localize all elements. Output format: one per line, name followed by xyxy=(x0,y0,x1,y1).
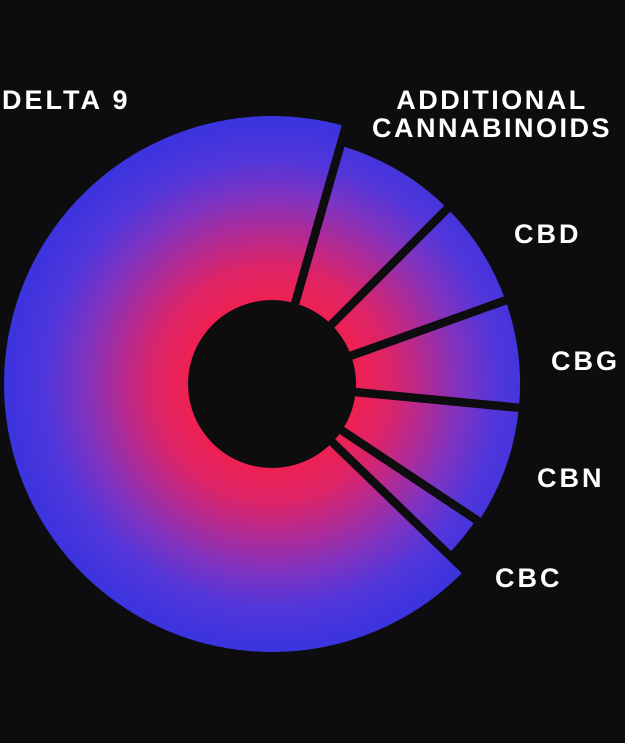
donut-hole xyxy=(188,300,356,468)
label-cbd: CBD xyxy=(514,219,582,249)
label-cbc: CBC xyxy=(495,563,563,593)
label-delta-9: DELTA 9 xyxy=(2,85,131,115)
label-additional-cannabinoids: ADDITIONAL CANNABINOIDS xyxy=(360,86,624,142)
label-cbg: CBG xyxy=(551,346,620,376)
label-additional-line1: ADDITIONAL xyxy=(396,85,588,115)
label-additional-line2: CANNABINOIDS xyxy=(371,113,612,143)
label-cbn: CBN xyxy=(537,463,605,493)
